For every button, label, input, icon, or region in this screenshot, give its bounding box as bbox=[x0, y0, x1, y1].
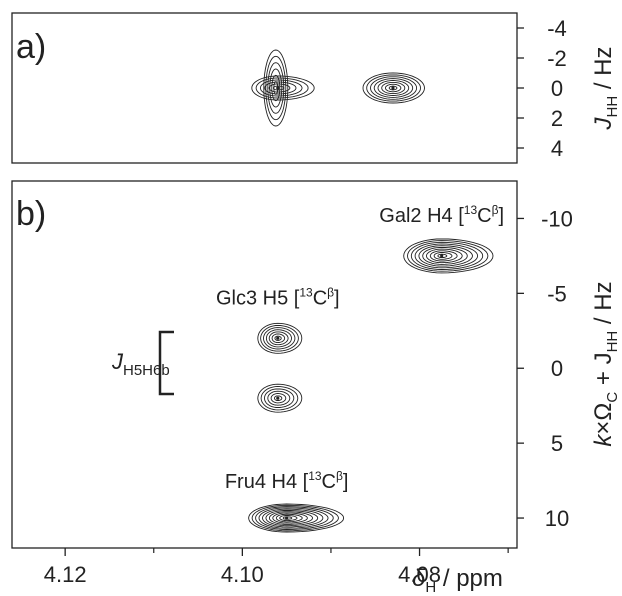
panel-b-peak-contour bbox=[268, 331, 289, 346]
panel-b-y-tick-label: 0 bbox=[551, 356, 563, 381]
panel-b-peak-contour bbox=[270, 393, 287, 404]
coupling-label: JH5H6b bbox=[111, 349, 170, 379]
panel-b: b) -10 -5 0 5 10 4.12 4.10 4.08 Gal2 H4 [13Cβ]… bbox=[11, 180, 621, 596]
panel-b-peak-contour bbox=[422, 246, 468, 265]
panel-b-peak-contour bbox=[257, 322, 303, 354]
panel-b-peak-contour bbox=[260, 324, 299, 352]
panel-b-peak-contour bbox=[437, 253, 448, 259]
panel-b-peak-contour bbox=[410, 241, 484, 270]
peak-label: Fru4 H4 [13Cβ] bbox=[225, 469, 349, 493]
panel-b-peak-contour bbox=[418, 245, 473, 267]
panel-b-peak-contour bbox=[429, 250, 458, 262]
panel-b-y-tick-label: 5 bbox=[551, 431, 563, 456]
panel-b-peak-contour bbox=[440, 254, 444, 258]
panel-b-peak-contour bbox=[264, 388, 295, 408]
panel-a-y-tick-label: 2 bbox=[551, 106, 563, 131]
panel-b-peak-contour bbox=[433, 252, 453, 260]
panel-a-y-ticks: -4 -2 0 2 4 bbox=[517, 16, 567, 161]
panel-a-peak-contour bbox=[260, 79, 303, 97]
panel-a-label: a) bbox=[16, 28, 46, 66]
panel-b-peak-contour bbox=[403, 238, 494, 274]
panel-a-y-axis-label: JHH / Hz bbox=[590, 46, 621, 130]
panel-b-peak-contour bbox=[265, 329, 292, 348]
x-axis-label: δH / ppm bbox=[412, 565, 503, 596]
panel-a-peak-contour bbox=[385, 83, 402, 93]
panel-b-y-tick-label: -5 bbox=[547, 281, 567, 306]
panel-b-peak-contour bbox=[248, 503, 345, 533]
panel-b-peak-contour bbox=[255, 506, 334, 530]
panel-a-peak-contour bbox=[273, 81, 279, 95]
panel-b-peak-contour bbox=[271, 333, 286, 344]
panel-b-y-tick-label: 10 bbox=[545, 506, 569, 531]
panel-a-peak-contour bbox=[362, 72, 425, 104]
panel-a-peak-contour bbox=[377, 80, 410, 96]
panel-a: a) -4 -2 0 2 4 JHH / Hz bbox=[11, 12, 621, 164]
panel-b-peak-contour bbox=[274, 395, 283, 401]
panel-b-peak-contour bbox=[262, 508, 324, 528]
panel-a-peak-contour bbox=[271, 74, 281, 102]
panel-a-peak-contour bbox=[388, 85, 398, 91]
panel-a-peak-contour bbox=[265, 55, 287, 121]
panel-b-y-axis-label: k×ΩC + JHH / Hz bbox=[590, 281, 621, 446]
x-tick-label: 4.08 bbox=[398, 562, 441, 587]
panel-b-peaks bbox=[248, 238, 494, 533]
peak-label: Glc3 H5 [13Cβ] bbox=[216, 285, 340, 309]
panel-b-label: b) bbox=[16, 195, 46, 233]
panel-a-y-tick-label: -4 bbox=[547, 16, 567, 41]
panel-b-peak-contour bbox=[279, 515, 298, 522]
panel-b-peak-contour bbox=[268, 511, 314, 525]
coupling-bracket bbox=[158, 330, 174, 396]
panel-b-peak-contour bbox=[282, 516, 293, 520]
x-tick-label: 4.12 bbox=[44, 562, 87, 587]
panel-b-peak-contour bbox=[407, 240, 489, 272]
panel-b-peak-contour bbox=[285, 516, 289, 520]
panel-b-peak-contour bbox=[276, 336, 280, 340]
panel-a-y-tick-label: 0 bbox=[551, 76, 563, 101]
panel-b-peak-contour bbox=[274, 335, 282, 341]
panel-b-peak-contour bbox=[272, 512, 308, 524]
panel-a-y-tick-label: 4 bbox=[551, 136, 563, 161]
panel-b-y-tick-label: -10 bbox=[541, 206, 573, 231]
panel-a-peaks bbox=[251, 49, 425, 127]
panel-b-y-ticks: -10 -5 0 5 10 bbox=[517, 206, 573, 531]
panel-a-peak-contour bbox=[373, 78, 414, 98]
panel-a-peak-contour bbox=[381, 81, 406, 95]
peak-label: Gal2 H4 [13Cβ] bbox=[379, 203, 504, 227]
panel-a-peak-contour bbox=[269, 68, 283, 108]
panel-b-peak-contour bbox=[276, 396, 280, 400]
panel-b-frame bbox=[11, 180, 518, 549]
panel-b-x-ticks: 4.12 4.10 4.08 bbox=[44, 548, 509, 587]
panel-b-peak-contour bbox=[258, 507, 329, 529]
panel-b-peak-contour bbox=[426, 248, 463, 264]
panel-a-peak-contour bbox=[251, 75, 315, 101]
panel-a-peak-contour bbox=[370, 76, 418, 100]
panel-b-peak-contour bbox=[414, 243, 479, 269]
x-tick-label: 4.10 bbox=[221, 562, 264, 587]
panel-a-peak-contour bbox=[263, 49, 289, 127]
panel-a-y-tick-label: -2 bbox=[547, 46, 567, 71]
panel-b-peak-contour bbox=[275, 513, 303, 523]
panel-b-peak-contour bbox=[265, 509, 319, 527]
panel-a-peak-contour bbox=[391, 86, 395, 90]
panel-a-peak-contour bbox=[255, 77, 309, 99]
panel-b-peak-contour bbox=[267, 390, 291, 406]
panel-b-peak-contour bbox=[257, 383, 303, 413]
panel-b-peak-contour bbox=[260, 386, 299, 411]
panel-a-peak-contour bbox=[267, 62, 285, 114]
panel-b-peak-labels: Gal2 H4 [13Cβ] Glc3 H5 [13Cβ] Fru4 H4 [13C… bbox=[216, 203, 504, 493]
panel-b-peak-contour bbox=[263, 327, 296, 350]
panel-a-peak-contour bbox=[264, 81, 297, 95]
panel-a-peak-contour bbox=[366, 74, 421, 102]
panel-b-peak-contour bbox=[251, 504, 339, 532]
panel-a-peak-contour bbox=[276, 86, 280, 90]
